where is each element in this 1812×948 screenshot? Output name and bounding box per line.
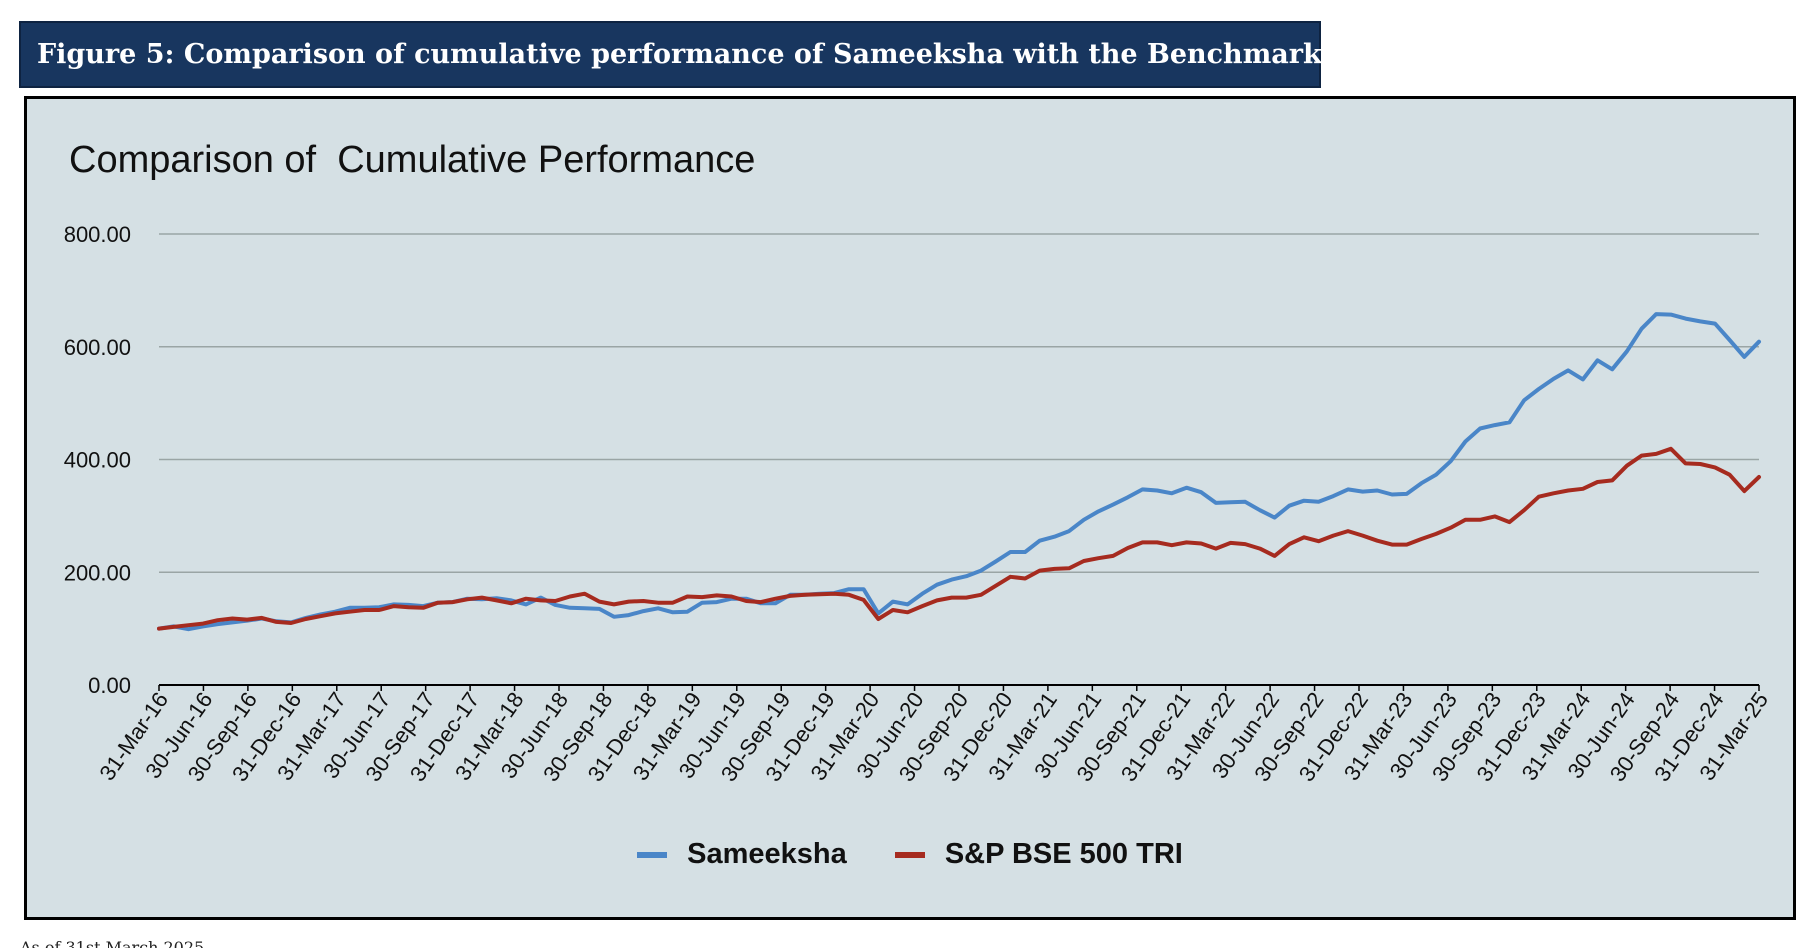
series-layer (157, 312, 1761, 632)
y-tick-label: 400.00 (64, 448, 131, 473)
y-tick-label: 200.00 (64, 560, 131, 585)
y-tick-label: 800.00 (64, 222, 131, 247)
chart-title: Comparison of Cumulative Performance (69, 139, 756, 181)
legend-swatch-benchmark (894, 851, 925, 858)
chart-legend: Sameeksha S&P BSE 500 TRI (27, 837, 1793, 871)
y-axis-labels: 800.00 600.00 400.00 200.00 0.00 (64, 222, 131, 698)
y-tick-label: 600.00 (64, 335, 131, 360)
grid-layer (158, 233, 1760, 691)
figure-heading: Figure 5: Comparison of cumulative perfo… (19, 21, 1322, 88)
line-chart: 800.00 600.00 400.00 200.00 0.00 31-Mar-1630… (64, 222, 1773, 787)
legend-swatch-sameeksha (637, 851, 668, 858)
footnote: As of 31st March 2025 (20, 938, 205, 948)
x-axis-labels: 31-Mar-1630-Jun-1630-Sep-1631-Dec-1631-M… (94, 688, 1773, 787)
legend-label-benchmark: S&P BSE 500 TRI (944, 838, 1183, 871)
chart-panel: 800.00 600.00 400.00 200.00 0.00 31-Mar-16 30… (24, 96, 1796, 920)
legend-label-sameeksha: Sameeksha (687, 838, 847, 871)
series-line-benchmark (157, 446, 1761, 631)
legend-item-benchmark: S&P BSE 500 TRI (894, 837, 1183, 871)
y-tick-label: 0.00 (88, 673, 131, 698)
series-line-sameeksha (157, 312, 1761, 632)
legend-item-sameeksha: Sameeksha (637, 837, 847, 871)
